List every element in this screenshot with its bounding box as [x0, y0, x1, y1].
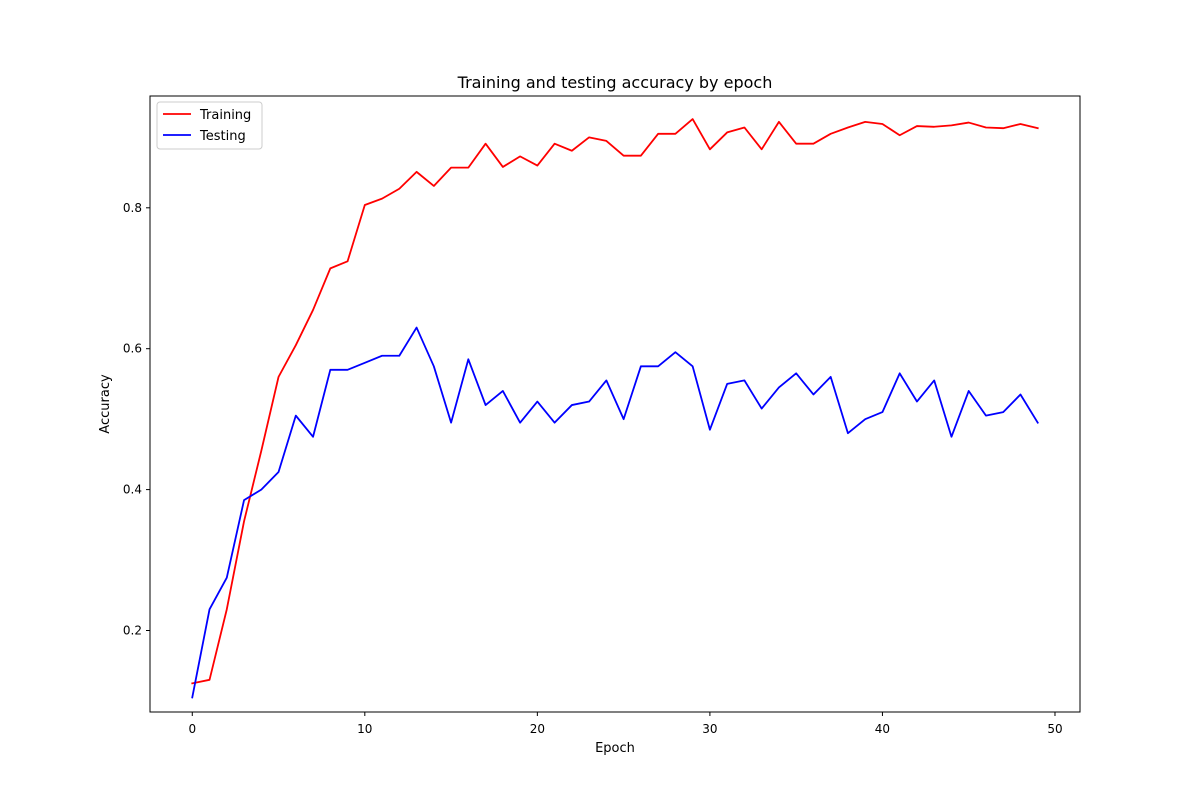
- x-axis-ticks: 0 10 20 30 40 50: [188, 712, 1063, 736]
- plot-area-frame: [149, 95, 1081, 713]
- plot-lines: [191, 118, 1039, 699]
- y-tick-label: 0.2: [123, 623, 142, 637]
- chart-title: Training and testing accuracy by epoch: [457, 73, 773, 92]
- x-tick-label: 40: [875, 722, 890, 736]
- x-axis-label: Epoch: [595, 741, 635, 756]
- series-line-training: [191, 118, 1039, 685]
- x-tick-label: 30: [702, 722, 717, 736]
- y-axis-label: Accuracy: [98, 374, 113, 434]
- y-tick-label: 0.8: [123, 201, 142, 215]
- legend: Training Testing: [156, 101, 263, 150]
- y-axis-ticks: 0.2 0.4 0.6 0.8: [123, 201, 150, 637]
- legend-label-training: Training: [199, 108, 251, 123]
- x-tick-label: 10: [357, 722, 372, 736]
- x-tick-label: 50: [1047, 722, 1062, 736]
- y-tick-label: 0.6: [123, 342, 142, 356]
- x-tick-label: 0: [188, 722, 196, 736]
- series-line-testing: [191, 326, 1039, 699]
- x-tick-label: 20: [530, 722, 545, 736]
- y-tick-label: 0.4: [123, 483, 142, 497]
- legend-label-testing: Testing: [199, 129, 246, 144]
